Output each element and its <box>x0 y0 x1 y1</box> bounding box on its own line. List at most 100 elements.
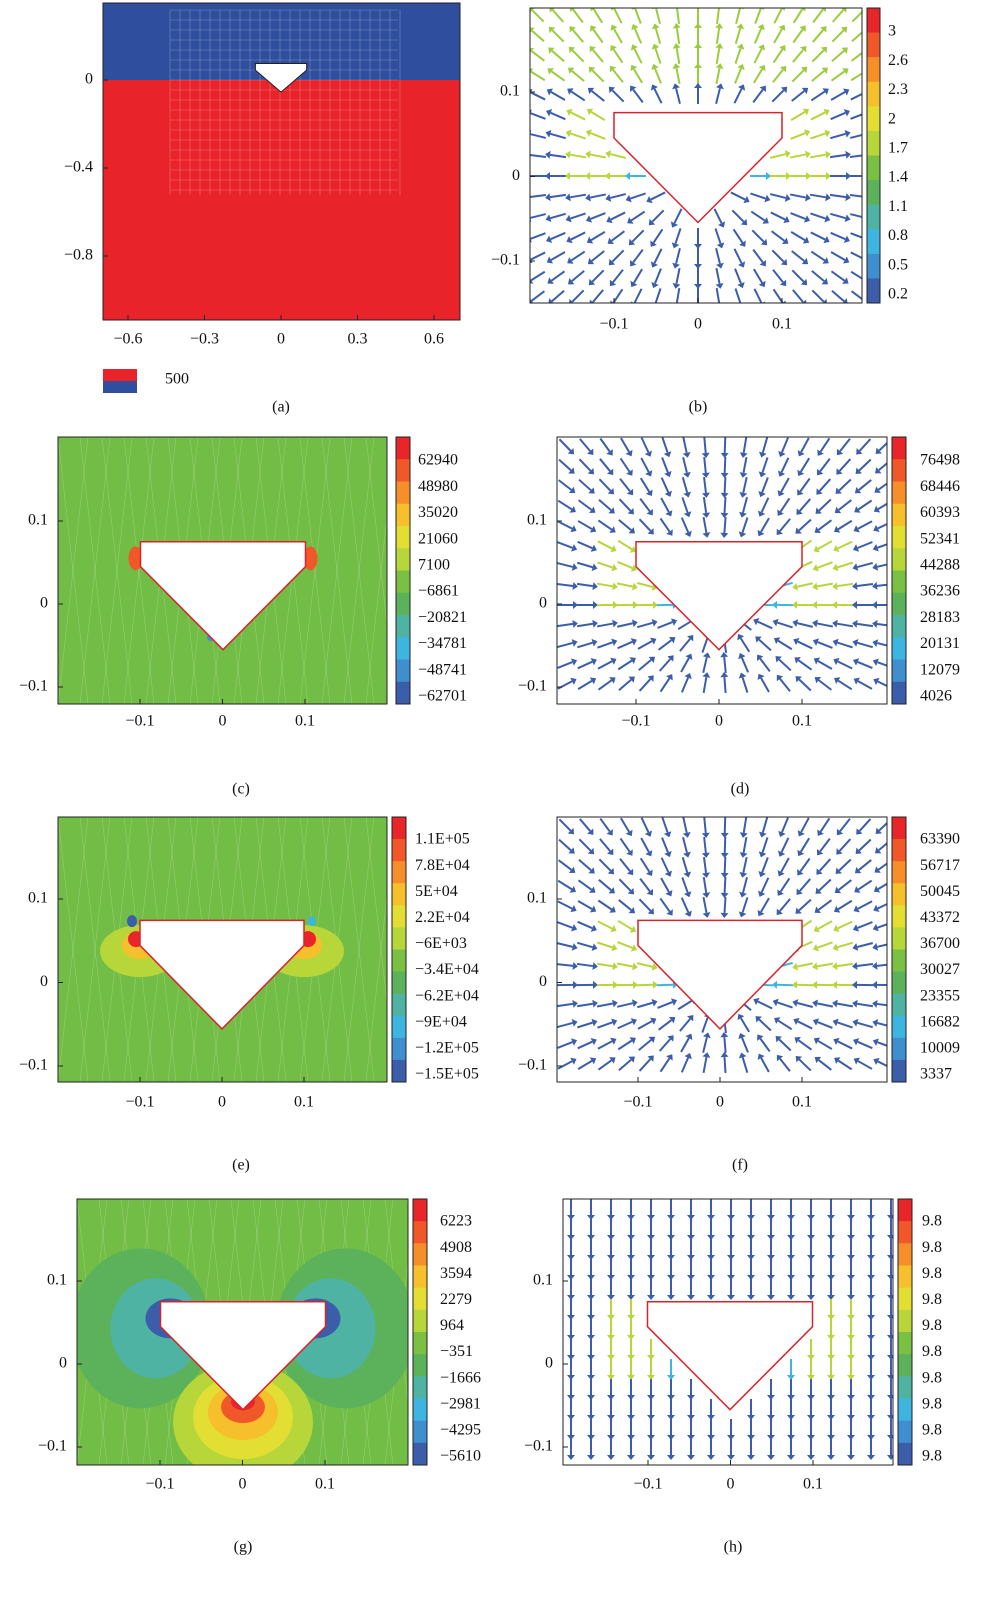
colorbar-label: 23355 <box>920 987 960 1004</box>
colorbar-label: −4295 <box>440 1421 481 1438</box>
x-tick-label: −0.6 <box>113 331 142 348</box>
colorbar-band <box>898 1443 912 1466</box>
y-tick-label: 0 <box>545 1355 553 1372</box>
colorbar-band <box>413 1266 427 1289</box>
x-tick-label: 0 <box>239 1476 247 1493</box>
x-tick-label: 0 <box>219 713 227 730</box>
x-tick-label: −0.1 <box>599 316 628 333</box>
colorbar-label: 0.2 <box>888 285 908 302</box>
colorbar-band <box>392 1016 406 1039</box>
colorbar-band <box>413 1310 427 1333</box>
colorbar-band <box>892 548 906 571</box>
plot-area <box>58 817 418 1082</box>
colorbar-band <box>892 950 906 973</box>
colorbar-label: 60393 <box>920 504 960 521</box>
colorbar-label: 21060 <box>418 530 458 547</box>
arrow-shaft <box>724 897 725 913</box>
colorbar-band <box>396 482 410 505</box>
plot-area <box>71 1199 438 1482</box>
colorbar-band <box>396 526 410 549</box>
colorbar-band <box>392 994 406 1017</box>
colorbar-band <box>867 8 880 33</box>
y-tick-label: 0 <box>512 167 520 184</box>
x-tick-label: −0.1 <box>125 1094 154 1111</box>
colorbar-band <box>413 1399 427 1422</box>
x-tick-label: −0.1 <box>633 1476 662 1493</box>
arrow-shaft <box>725 497 726 513</box>
colorbar-band <box>396 615 410 638</box>
colorbar-band <box>892 927 906 950</box>
y-tick-label: 0 <box>539 595 547 612</box>
colorbar-band <box>413 1376 427 1399</box>
colorbar-label: 7100 <box>418 556 450 573</box>
y-tick-label: −0.1 <box>518 1057 547 1074</box>
x-tick-label: 0 <box>277 331 285 348</box>
colorbar-label: −20821 <box>418 609 467 626</box>
colorbar-label: 1.7 <box>888 139 908 156</box>
colorbar-band <box>396 571 410 594</box>
y-tick-label: 0.1 <box>47 1272 67 1289</box>
colorbar-label: 56717 <box>920 857 960 874</box>
colorbar-label: 52341 <box>920 530 960 547</box>
arrow-head <box>715 303 723 309</box>
plot-area <box>103 3 460 320</box>
y-tick-label: 0 <box>40 595 48 612</box>
colorbar-label: −1.2E+05 <box>415 1039 479 1056</box>
colorbar-band <box>867 180 880 205</box>
y-tick-label: −0.1 <box>38 1438 67 1455</box>
colorbar-band <box>392 905 406 928</box>
arrow-head <box>694 3 702 8</box>
colorbar-band <box>892 1038 906 1061</box>
y-tick-label: 0 <box>539 973 547 990</box>
x-tick-label: 0.6 <box>424 331 444 348</box>
colorbar-label: −62701 <box>418 687 467 704</box>
colorbar-band <box>396 437 410 460</box>
panel-caption: (c) <box>232 781 250 798</box>
colorbar-band <box>898 1199 912 1222</box>
legend-label: 500 <box>165 371 189 388</box>
colorbar-label: 6223 <box>440 1213 472 1230</box>
legend-swatch-red <box>103 369 137 381</box>
colorbar-band <box>867 82 880 107</box>
colorbar-band <box>396 637 410 660</box>
colorbar-band <box>867 254 880 279</box>
legend-swatch-blue <box>103 381 137 393</box>
x-tick-label: 0.1 <box>295 713 315 730</box>
colorbar-label: −34781 <box>418 635 467 652</box>
plot-area <box>525 3 871 309</box>
colorbar-label: 12079 <box>920 661 960 678</box>
arrow-shaft <box>724 1037 725 1053</box>
colorbar-band <box>392 883 406 906</box>
colorbar-label: 9.8 <box>922 1265 942 1282</box>
colorbar-label: 0.5 <box>888 256 908 273</box>
colorbar-band <box>892 615 906 638</box>
y-tick-label: −0.1 <box>491 252 520 269</box>
colorbar-label: 0.8 <box>888 227 908 244</box>
colorbar-label: 9.8 <box>922 1369 942 1386</box>
panel-caption: (e) <box>232 1157 250 1174</box>
colorbar-label: 2279 <box>440 1291 472 1308</box>
y-tick-label: −0.1 <box>524 1438 553 1455</box>
colorbar-band <box>892 593 906 616</box>
x-tick-label: 0.1 <box>315 1476 335 1493</box>
colorbar-band <box>898 1243 912 1266</box>
colorbar-band <box>867 229 880 254</box>
colorbar-label: 10009 <box>920 1039 960 1056</box>
colorbar-label: −5610 <box>440 1448 481 1465</box>
colorbar-band <box>396 682 410 705</box>
x-tick-label: 0.1 <box>294 1094 314 1111</box>
x-tick-label: 0.3 <box>348 331 368 348</box>
x-tick-label: −0.1 <box>145 1476 174 1493</box>
colorbar-label: 7.8E+04 <box>415 857 470 874</box>
arrow-shaft <box>725 837 726 853</box>
contour <box>308 916 316 926</box>
y-tick-label: 0.1 <box>527 512 547 529</box>
colorbar-band <box>867 205 880 230</box>
panel-caption: (f) <box>732 1157 748 1174</box>
colorbar-band <box>392 861 406 884</box>
colorbar-label: 36236 <box>920 583 960 600</box>
panel-caption: (b) <box>689 399 708 416</box>
